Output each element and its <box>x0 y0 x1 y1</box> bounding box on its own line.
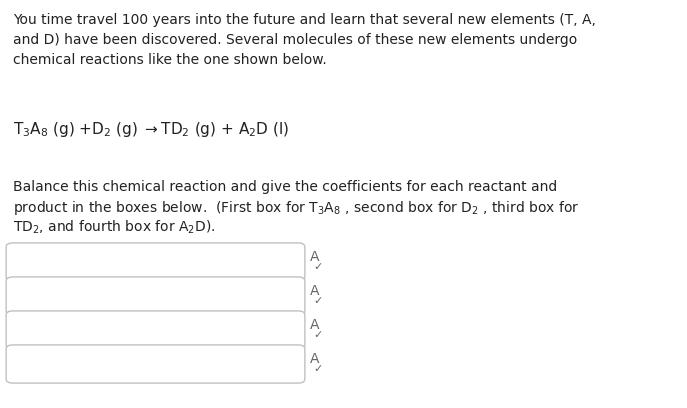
Text: ✓: ✓ <box>313 296 323 306</box>
Text: A: A <box>310 250 319 264</box>
Text: $\mathregular{T_3A_8}$ (g) +$\mathregular{D_2}$ (g) $\rightarrow$$\mathregular{T: $\mathregular{T_3A_8}$ (g) +$\mathregula… <box>13 120 289 139</box>
Text: A: A <box>310 318 319 332</box>
Text: $\mathregular{TD_2}$, and fourth box for $\mathregular{A_2}$D).: $\mathregular{TD_2}$, and fourth box for… <box>13 219 215 236</box>
Text: A: A <box>310 284 319 298</box>
Text: Balance this chemical reaction and give the coefficients for each reactant and: Balance this chemical reaction and give … <box>13 180 557 194</box>
Text: A: A <box>310 352 319 366</box>
Text: ✓: ✓ <box>313 364 323 374</box>
Text: ✓: ✓ <box>313 262 323 272</box>
Text: product in the boxes below.  (First box for $\mathregular{T_3A_8}$ , second box : product in the boxes below. (First box f… <box>13 200 579 217</box>
Text: ✓: ✓ <box>313 330 323 340</box>
Text: You time travel 100 years into the future and learn that several new elements (T: You time travel 100 years into the futur… <box>13 13 596 67</box>
